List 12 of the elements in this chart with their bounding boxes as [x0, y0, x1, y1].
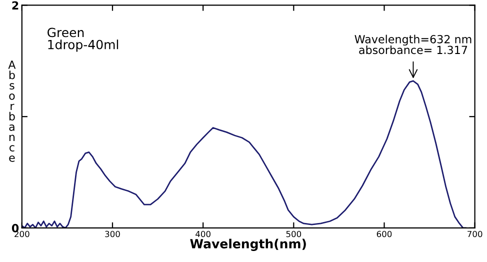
x-tick-label: 600 [376, 230, 392, 238]
y-tick-label: 0 [12, 224, 19, 232]
x-tick-label: 300 [105, 230, 120, 238]
text: Absorbance [8, 60, 16, 162]
x-axis-title: Wavelength(nm) [190, 238, 306, 251]
x-tick-label: 700 [468, 230, 482, 238]
annotation: Wavelength=632 nm absorbance= 1.317 [354, 34, 472, 54]
x-tick-label: 400 [196, 230, 210, 238]
x-tick-label: 500 [286, 230, 302, 238]
line-series [22, 80, 466, 228]
y-tick-label: 2 [12, 1, 18, 10]
annotation: Green 1drop-40ml [48, 28, 118, 52]
